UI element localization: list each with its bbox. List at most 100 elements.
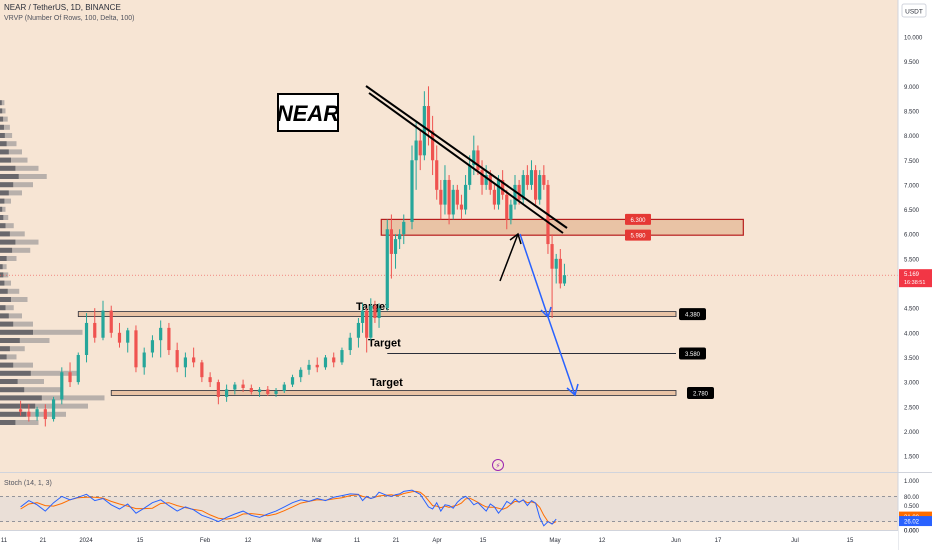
volume-profile-delta-bar xyxy=(0,149,9,155)
candle xyxy=(266,386,270,396)
candle xyxy=(521,170,525,205)
volume-profile-bar xyxy=(0,264,7,270)
volume-profile-delta-bar xyxy=(0,198,5,204)
candle-body xyxy=(455,189,459,205)
candle-body xyxy=(117,332,122,343)
candle-body xyxy=(183,357,187,368)
candle xyxy=(19,400,23,416)
volume-profile-delta-bar xyxy=(0,387,25,393)
candle-body xyxy=(192,357,196,363)
volume-profile-bar xyxy=(0,362,33,368)
drop-arrow-2[interactable] xyxy=(547,316,576,396)
candle-body xyxy=(529,170,534,185)
price-tick-label: 2.500 xyxy=(904,405,920,411)
trendline-lower[interactable] xyxy=(368,92,564,234)
volume-profile-delta-bar xyxy=(0,231,10,237)
volume-profile-delta-bar xyxy=(0,420,16,425)
candle-body xyxy=(418,140,422,156)
candle xyxy=(389,214,393,279)
symbol-title: NEAR / TetherUS, 1D, BINANCE xyxy=(4,3,121,12)
forecast-arrows[interactable] xyxy=(499,232,579,397)
candle-body xyxy=(109,310,113,333)
volume-profile-bar xyxy=(0,157,28,163)
candle-body xyxy=(27,411,31,417)
candle-body xyxy=(550,244,554,269)
candle xyxy=(200,359,204,383)
price-tick-label: 8.500 xyxy=(904,109,920,115)
candle xyxy=(538,170,542,205)
volume-profile-bar xyxy=(0,124,10,130)
candle-body xyxy=(159,327,163,341)
candle xyxy=(315,357,319,373)
candle xyxy=(418,130,422,171)
candle xyxy=(51,396,56,422)
currency-label: USDT xyxy=(905,9,923,16)
volume-profile-bar xyxy=(0,165,39,171)
candle-body xyxy=(299,369,303,378)
target-price-tag-bg xyxy=(687,386,714,399)
zones-layer: Target Target Target xyxy=(77,218,744,396)
candle-body xyxy=(484,175,488,185)
alert-circle[interactable] xyxy=(492,459,504,471)
price-tags: 5.169 16:38:51 6.300 5.980 4.380 3.580 2.780 xyxy=(625,213,932,399)
candle-body xyxy=(282,384,286,391)
candle-body xyxy=(554,258,558,269)
volume-profile-bar xyxy=(0,182,33,188)
candle-body xyxy=(431,130,435,161)
candle-body xyxy=(332,357,336,363)
candle xyxy=(27,404,31,422)
candle-body xyxy=(216,382,220,397)
volume-profile-bar xyxy=(0,321,33,327)
candle xyxy=(84,313,89,363)
candle-body xyxy=(414,140,418,161)
candle xyxy=(134,325,138,373)
candle-body xyxy=(84,322,89,355)
candle xyxy=(550,234,554,319)
candle-body xyxy=(340,350,344,363)
price-tick-label: 4.000 xyxy=(904,331,920,337)
volume-profile-delta-bar xyxy=(0,141,7,147)
volume-profile-delta-bar xyxy=(0,124,4,130)
resistance-zone[interactable] xyxy=(380,218,744,236)
alert-icon[interactable]: ⚡ xyxy=(492,459,504,471)
price-tick-label: 10.000 xyxy=(904,36,923,42)
candle xyxy=(422,91,426,161)
target-1-zone[interactable] xyxy=(77,311,677,317)
time-axis[interactable]: 11 21 2024 15 Feb 12 Mar 11 21 Apr 15 May 12 Jun 17 Jul… xyxy=(1,538,854,544)
volume-profile-bar xyxy=(0,338,50,343)
price-tick-label: 9.000 xyxy=(904,85,920,91)
volume-profile-delta-bar xyxy=(0,133,5,138)
candle xyxy=(299,367,303,383)
trendlines[interactable] xyxy=(365,85,568,234)
candle xyxy=(356,318,361,348)
time-tick-label: 17 xyxy=(715,538,722,544)
candle xyxy=(76,352,80,385)
volume-profile-bar xyxy=(0,174,47,179)
candle xyxy=(340,347,344,365)
candle-body xyxy=(68,372,72,383)
candle xyxy=(525,165,529,190)
bounce-arrow-head xyxy=(509,232,522,245)
candle xyxy=(60,367,64,405)
bounce-arrow[interactable] xyxy=(499,233,519,282)
volume-profile-bar xyxy=(0,280,11,286)
currency-box[interactable] xyxy=(901,3,927,18)
countdown-tag: 16:38:51 xyxy=(904,280,925,286)
volume-profile-delta-bar xyxy=(0,116,4,122)
price-tick-label: 0.000 xyxy=(904,529,920,535)
volume-profile-bar xyxy=(0,190,22,196)
candle xyxy=(402,214,406,245)
candle xyxy=(225,384,229,402)
candle-body xyxy=(241,384,245,389)
volume-profile-delta-bar xyxy=(0,338,20,343)
candle xyxy=(332,352,336,368)
trendline-upper[interactable] xyxy=(365,85,568,229)
drop-arrow-1[interactable] xyxy=(519,233,549,318)
stoch-tick-label: 0.00 xyxy=(904,529,916,535)
target-3-zone[interactable] xyxy=(110,390,677,396)
candle xyxy=(398,229,402,249)
zone-price-tag-bg xyxy=(625,229,651,241)
price-tick-label: 0.500 xyxy=(904,504,920,510)
time-tick-label: Mar xyxy=(312,538,322,544)
